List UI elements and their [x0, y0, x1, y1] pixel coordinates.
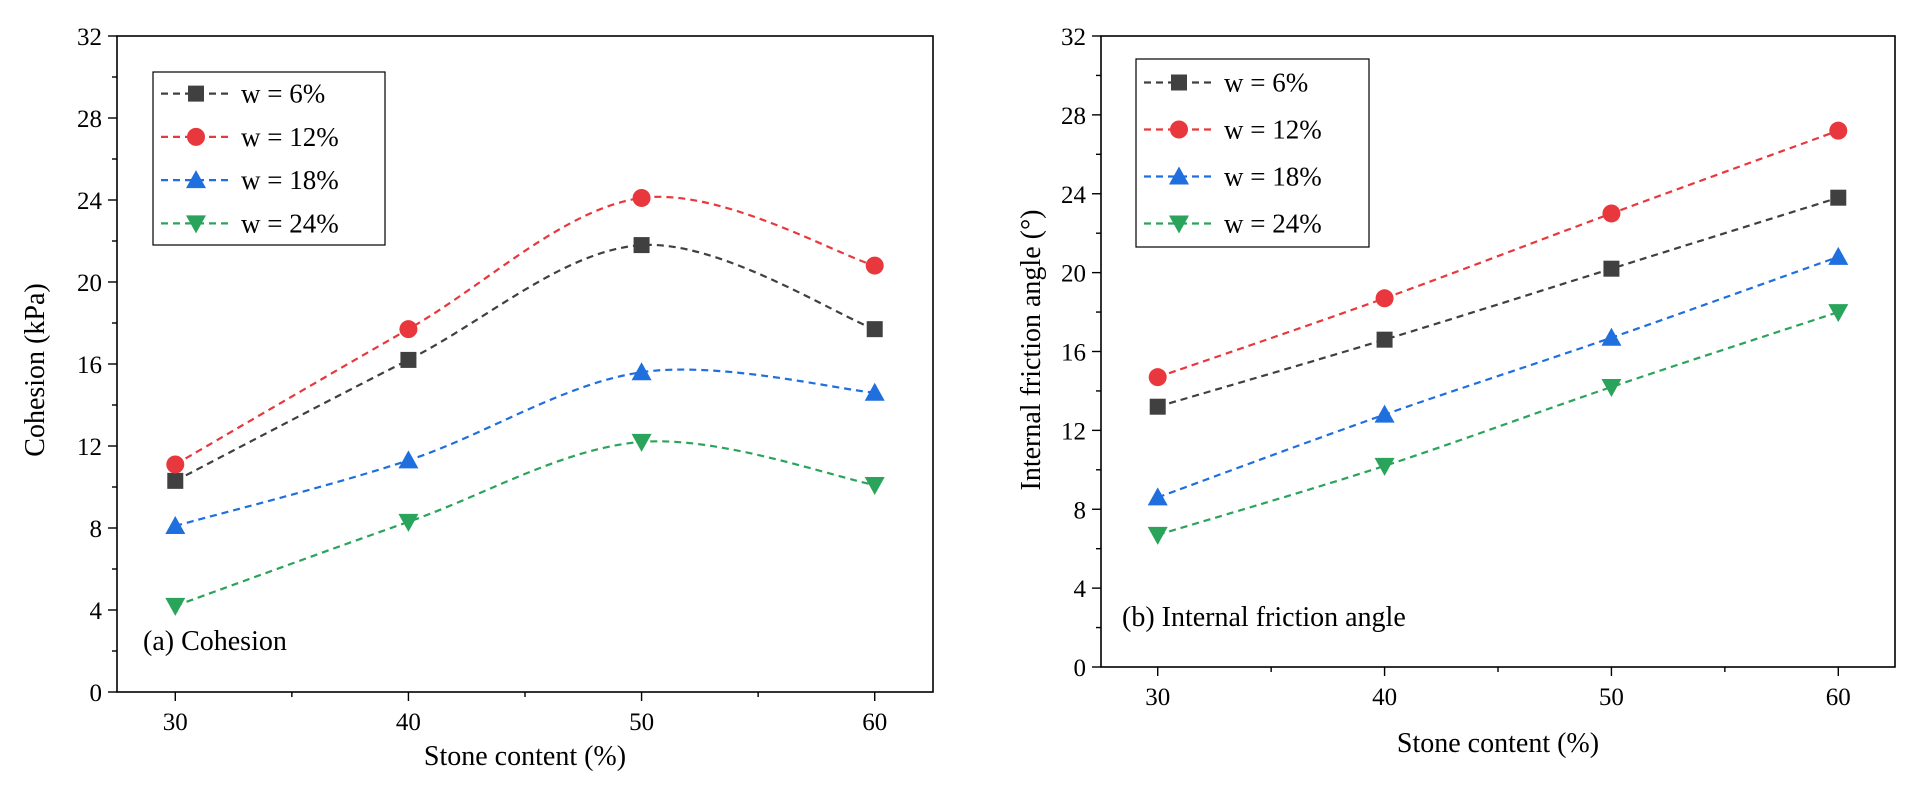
- data-point-series-1: [166, 455, 185, 474]
- y-tick-label: 16: [77, 352, 102, 379]
- y-tick-label: 8: [90, 516, 103, 543]
- legend-marker: [1170, 120, 1188, 139]
- series-line-2: [1157, 255, 1839, 499]
- data-point-series-1: [1602, 204, 1621, 223]
- x-tick-label: 50: [629, 709, 654, 736]
- x-tick-label: 60: [862, 709, 887, 736]
- legend-entry: w = 18%: [241, 165, 339, 195]
- legend-entry: w = 6%: [1224, 68, 1308, 98]
- y-axis-label: Internal friction angle (°): [1016, 210, 1047, 491]
- data-point-series-3: [631, 433, 652, 452]
- legend: w = 6% w = 12% w = 18% w = 24%: [152, 71, 386, 246]
- y-tick-label: 16: [1061, 340, 1086, 367]
- chart-cohesion: 0 4 8 12 16 20 24 28 32 30 40 50 60 Stone content (%)…: [20, 24, 934, 772]
- y-tick-label: 0: [1074, 655, 1087, 682]
- y-tick-label: 28: [1061, 103, 1086, 130]
- legend: w = 6% w = 12% w = 18% w = 24%: [1135, 58, 1370, 248]
- data-point-series-0: [1830, 189, 1847, 206]
- x-tick-label: 50: [1599, 684, 1624, 711]
- data-point-series-0: [866, 321, 883, 338]
- data-point-series-1: [399, 320, 418, 339]
- data-point-series-1: [1148, 368, 1167, 387]
- x-axis-label: Stone content (%): [1397, 728, 1599, 759]
- y-tick-label: 20: [1061, 261, 1086, 288]
- x-tick-label: 40: [396, 709, 421, 736]
- y-tick-label: 24: [77, 188, 103, 215]
- chart-internal-friction-angle: 0 4 8 12 16 20 24 28 32 30 40 50 60 Stone content (%)…: [1016, 24, 1896, 759]
- legend-marker: [1169, 166, 1189, 185]
- y-tick-label: 8: [1074, 497, 1087, 524]
- y-tick-label: 28: [77, 106, 102, 133]
- panel-label: (a) Cohesion: [143, 626, 287, 657]
- data-point-series-1: [632, 188, 651, 207]
- series-line-1: [1157, 129, 1839, 379]
- x-tick-label: 30: [1145, 684, 1170, 711]
- y-tick-label: 24: [1061, 182, 1087, 209]
- series-line-3: [1157, 311, 1839, 536]
- series-line-2: [174, 368, 875, 528]
- y-tick-label: 32: [1061, 24, 1086, 51]
- series-line-0: [174, 243, 876, 482]
- data-point-series-1: [1375, 289, 1394, 308]
- data-point-series-1: [865, 256, 884, 275]
- legend-entry: w = 12%: [241, 122, 339, 152]
- data-point-series-0: [167, 472, 184, 489]
- data-point-series-0: [1149, 398, 1166, 415]
- legend-marker: [187, 127, 205, 146]
- data-point-series-3: [1828, 304, 1849, 323]
- legend-entry: w = 24%: [1224, 209, 1322, 239]
- x-axis-label: Stone content (%): [424, 741, 626, 772]
- data-point-series-0: [633, 237, 650, 254]
- legend-marker: [1169, 215, 1189, 234]
- data-point-series-2: [1374, 404, 1395, 423]
- legend-entry: w = 24%: [241, 208, 339, 238]
- data-point-series-2: [165, 515, 186, 534]
- legend-entry: w = 6%: [241, 79, 325, 109]
- y-tick-label: 4: [1074, 576, 1087, 603]
- panel-label: (b) Internal friction angle: [1122, 602, 1406, 633]
- data-point-series-3: [165, 597, 186, 616]
- legend-marker: [186, 215, 206, 234]
- data-point-series-0: [1603, 260, 1620, 277]
- y-tick-label: 12: [1061, 418, 1086, 445]
- series-line-3: [174, 440, 875, 607]
- y-tick-label: 12: [77, 434, 102, 461]
- x-tick-label: 30: [163, 709, 188, 736]
- data-point-series-1: [1829, 121, 1848, 140]
- y-tick-label: 0: [90, 680, 103, 707]
- data-point-series-3: [1374, 457, 1395, 476]
- y-axis-label: Cohesion (kPa): [20, 283, 51, 456]
- data-point-series-3: [398, 513, 419, 532]
- data-point-series-3: [1601, 378, 1622, 397]
- x-tick-label: 60: [1826, 684, 1851, 711]
- data-point-series-2: [864, 382, 885, 401]
- y-tick-label: 20: [77, 270, 102, 297]
- data-point-series-0: [1376, 331, 1393, 348]
- data-point-series-0: [400, 351, 417, 368]
- data-point-series-2: [631, 362, 652, 381]
- legend-entry: w = 18%: [1224, 162, 1322, 192]
- data-point-series-3: [864, 476, 885, 495]
- data-point-series-2: [398, 450, 419, 469]
- data-point-series-2: [1147, 487, 1168, 506]
- y-tick-label: 32: [77, 24, 102, 51]
- legend-marker: [188, 85, 204, 102]
- data-point-series-3: [1147, 526, 1168, 545]
- data-point-series-2: [1828, 246, 1849, 265]
- data-point-series-2: [1601, 327, 1622, 346]
- legend-marker: [186, 170, 206, 189]
- legend-marker: [1171, 74, 1187, 91]
- legend-entry: w = 12%: [1224, 115, 1322, 145]
- x-tick-label: 40: [1372, 684, 1397, 711]
- series-line-1: [174, 195, 876, 466]
- y-tick-label: 4: [90, 598, 103, 625]
